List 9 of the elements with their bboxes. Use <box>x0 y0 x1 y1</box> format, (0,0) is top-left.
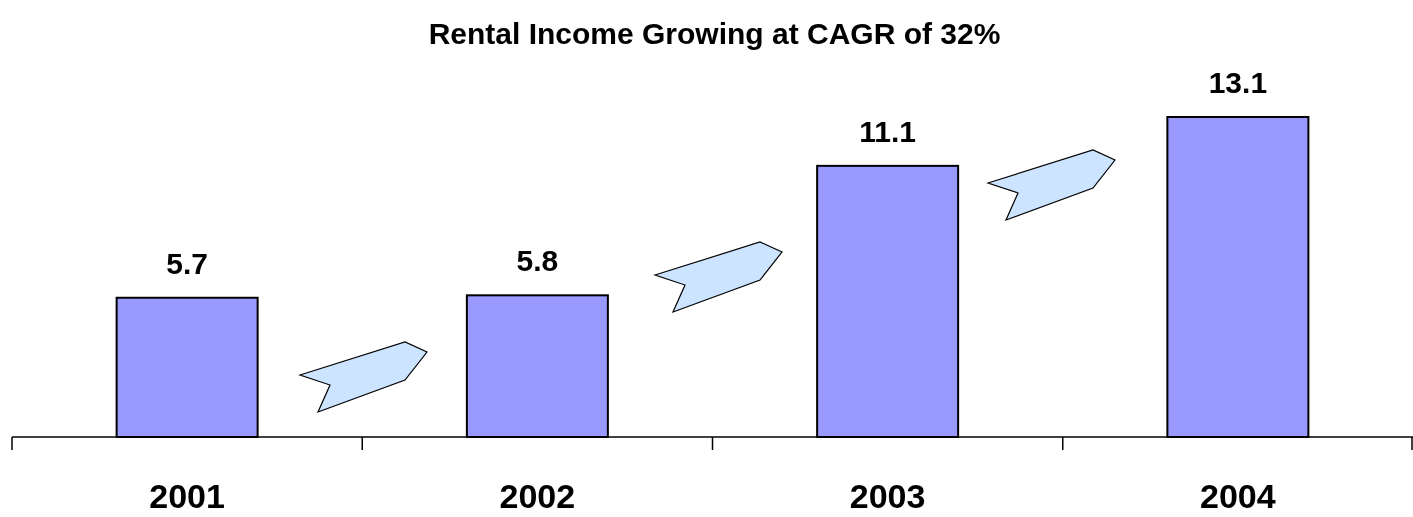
x-tick-label: 2002 <box>499 477 576 515</box>
data-label: 11.1 <box>859 114 916 148</box>
x-tick-label: 2004 <box>1200 477 1276 515</box>
data-label: 5.7 <box>166 246 208 280</box>
x-tick-label: 2001 <box>149 477 225 515</box>
x-tick-label: 2003 <box>849 477 926 515</box>
data-label: 13.1 <box>1208 66 1268 99</box>
data-label: 5.8 <box>516 244 559 278</box>
chart-title: Rental Income Growing at CAGR of 32% <box>428 17 1001 50</box>
